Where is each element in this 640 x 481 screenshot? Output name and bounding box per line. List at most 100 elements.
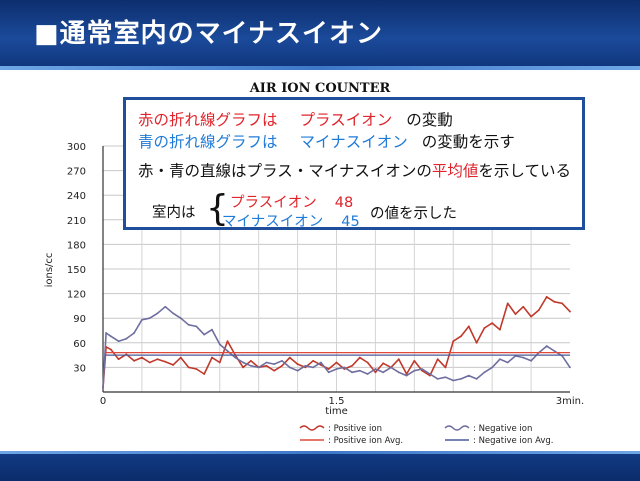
data-point	[288, 356, 291, 359]
data-point	[195, 325, 198, 328]
data-point	[125, 337, 128, 340]
data-point	[281, 364, 283, 367]
data-point	[382, 371, 385, 374]
data-point	[102, 387, 104, 389]
data-point	[553, 350, 556, 352]
x-tick-label: 3min.	[556, 396, 584, 407]
data-point	[506, 361, 509, 364]
data-point	[148, 361, 151, 364]
data-point	[499, 358, 501, 361]
positive-average-label: プラスイオン	[230, 195, 317, 211]
data-point	[141, 356, 143, 359]
data-point	[382, 362, 385, 365]
data-point	[530, 315, 532, 318]
data-point	[421, 368, 424, 370]
data-point	[467, 374, 470, 377]
data-point	[514, 313, 517, 315]
data-point	[296, 369, 299, 372]
data-point	[413, 369, 416, 372]
data-point	[537, 309, 540, 311]
data-point	[491, 366, 494, 369]
y-tick-label: 300	[67, 142, 86, 153]
legend-label: : Negative ion	[473, 424, 532, 434]
data-point	[257, 366, 260, 369]
x-tick-label: 1.5	[329, 396, 345, 407]
data-point	[475, 377, 478, 380]
legend-label: : Negative ion Avg.	[473, 436, 554, 446]
negative-average: マイナスイオン 45	[222, 210, 360, 231]
data-point	[397, 371, 400, 374]
data-point	[429, 373, 431, 375]
data-point	[452, 340, 455, 343]
y-tick-label: 30	[73, 363, 86, 374]
positive-line-tail: の変動	[406, 111, 453, 129]
y-tick-label: 90	[73, 314, 86, 325]
data-point	[569, 366, 571, 369]
data-point	[460, 377, 462, 380]
data-point	[545, 295, 548, 298]
data-point	[358, 356, 361, 359]
average-desc-a: 赤・青の直線はプラス・マイナスイオンの	[138, 162, 432, 180]
data-point	[156, 358, 159, 361]
data-point	[351, 364, 353, 367]
data-point	[141, 318, 143, 321]
data-point	[358, 369, 361, 372]
negative-average-value: 45	[341, 214, 360, 230]
y-tick-label: 270	[67, 167, 86, 178]
header-band	[0, 0, 640, 70]
negative-average-label: マイナスイオン	[222, 214, 324, 230]
legend-swatch	[444, 425, 470, 431]
data-point	[203, 373, 206, 375]
data-point	[273, 369, 276, 372]
data-point	[218, 361, 221, 364]
annotation-line-negative: 青の折れ線グラフは マイナスイオン の変動を示す	[138, 130, 515, 152]
slide-title: ■通常室内のマイナスイオン	[34, 19, 384, 49]
data-point	[475, 341, 478, 344]
negative-line-tail: の変動を示す	[421, 133, 515, 151]
y-tick-label: 150	[67, 265, 86, 276]
average-term: 平均値	[431, 162, 479, 180]
data-point	[179, 317, 182, 320]
data-point	[234, 356, 237, 359]
data-point	[105, 332, 108, 334]
data-point	[390, 366, 392, 369]
data-point	[117, 340, 120, 343]
data-point	[312, 359, 315, 362]
data-point	[483, 371, 486, 374]
data-point	[436, 377, 439, 380]
positive-ion-term: プラスイオン	[299, 111, 393, 129]
data-point	[218, 343, 221, 346]
data-point	[117, 358, 120, 361]
data-point	[397, 358, 400, 361]
data-point	[156, 312, 159, 315]
positive-line-desc: 赤の折れ線グラフは	[138, 111, 278, 129]
data-point	[483, 327, 486, 329]
y-tick-label: 180	[67, 240, 86, 251]
data-point	[522, 305, 525, 308]
data-point	[569, 310, 571, 313]
data-point	[561, 302, 564, 305]
indoor-tail: の値を示した	[370, 206, 457, 222]
footer-band	[0, 451, 640, 481]
data-point	[491, 322, 494, 325]
data-point	[530, 359, 532, 362]
series-line-1	[102, 305, 571, 388]
data-point	[327, 368, 330, 370]
data-point	[335, 368, 338, 370]
data-point	[351, 371, 353, 374]
data-point	[211, 328, 213, 331]
annotation-box: 赤の折れ線グラフは プラスイオン の変動 青の折れ線グラフは マイナスイオン の変動を示…	[123, 97, 585, 230]
data-point	[327, 371, 330, 374]
data-point	[265, 361, 268, 364]
average-desc-b: を示している	[478, 162, 571, 180]
data-point	[281, 359, 283, 362]
data-point	[506, 302, 509, 305]
data-point	[133, 359, 136, 362]
brace-glyph: {	[206, 188, 229, 229]
data-point	[226, 350, 229, 352]
data-point	[366, 373, 369, 375]
data-point	[164, 305, 167, 308]
x-axis-label: time	[325, 406, 348, 417]
data-point	[203, 333, 206, 336]
data-point	[179, 356, 182, 359]
